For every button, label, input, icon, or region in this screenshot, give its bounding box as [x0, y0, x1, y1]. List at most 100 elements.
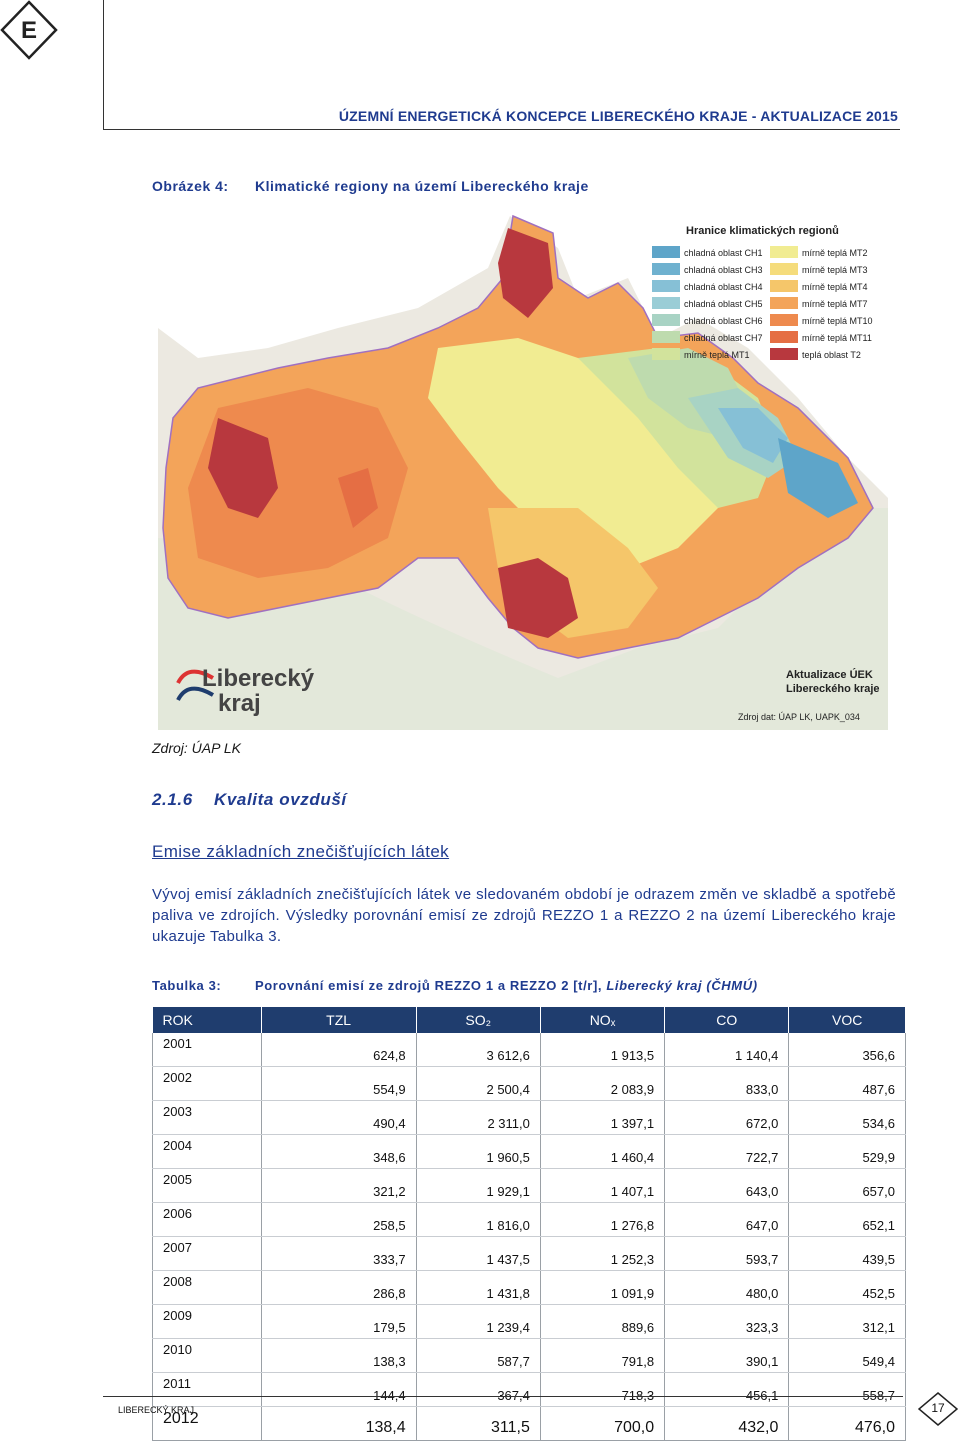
table-cell-value: 1 091,9 — [540, 1270, 666, 1305]
table-column-header: NOₓ — [540, 1007, 666, 1033]
section-heading: 2.1.6 Kvalita ovzduší — [152, 790, 347, 810]
header-title: ÚZEMNÍ ENERGETICKÁ KONCEPCE LIBERECKÉHO … — [338, 108, 898, 124]
map-update-line1: Aktualizace ÚEK — [786, 668, 873, 681]
table-cell-value: 1 929,1 — [416, 1168, 541, 1203]
subheading: Emise základních znečišťujících látek — [152, 842, 450, 861]
table-cell-value: 456,1 — [664, 1372, 790, 1407]
map-legend-swatch — [652, 280, 680, 292]
map-legend-swatch — [770, 263, 798, 275]
page-number-diamond-icon — [917, 1392, 959, 1426]
header-rule — [103, 129, 900, 130]
table-cell-value: 179,5 — [261, 1304, 417, 1339]
map-legend-swatch — [652, 314, 680, 326]
table-column-header: TZL — [261, 1007, 417, 1033]
map-legend-item: mírně teplá MT7 — [770, 297, 868, 309]
table-cell-year: 2009 — [152, 1304, 262, 1339]
table-cell-value: 312,1 — [788, 1304, 906, 1339]
table-cell-value: 624,8 — [261, 1033, 417, 1067]
table-cell-year: 2010 — [152, 1338, 262, 1373]
table-cell-year: 2004 — [152, 1134, 262, 1169]
table-row: 2009 179,5 1 239,4 889,6 323,3 312,1 — [152, 1304, 906, 1339]
table-cell-value: 791,8 — [540, 1338, 666, 1373]
table-cell-value: 2 311,0 — [416, 1100, 541, 1135]
table-cell-value: 144,4 — [261, 1372, 417, 1407]
table-label: Tabulka 3: — [152, 978, 222, 993]
table-caption: Tabulka 3: Porovnání emisí ze zdrojů REZZ… — [152, 978, 758, 993]
figure-title: Klimatické regiony na území Libereckého … — [255, 178, 589, 194]
map-legend-item: mírně teplá MT2 — [770, 246, 868, 258]
table-row: 2004 348,6 1 960,5 1 460,4 722,7 529,9 — [152, 1134, 906, 1169]
table-cell-value: 718,3 — [540, 1372, 666, 1407]
map-legend-swatch — [770, 246, 798, 258]
table-cell-value: 554,9 — [261, 1066, 417, 1101]
map-data-source: Zdroj dat: ÚAP LK, UAPK_034 — [738, 712, 860, 722]
table-row: 2008 286,8 1 431,8 1 091,9 480,0 452,5 — [152, 1270, 906, 1305]
table-caption-main: Porovnání emisí ze zdrojů REZZO 1 a REZZ… — [255, 978, 607, 993]
table-cell-year: 2011 — [152, 1372, 262, 1407]
table-header-row: ROK TZL SO₂ NOₓ CO VOC — [152, 1007, 906, 1033]
map-update-line2: Libereckého kraje — [786, 683, 880, 695]
map-legend-label: mírně teplá MT2 — [802, 248, 868, 258]
section-number: 2.1.6 — [152, 790, 193, 809]
map-legend-item: chladná oblast CH6 — [652, 314, 763, 326]
table-cell-value: 672,0 — [664, 1100, 790, 1135]
table-cell-year: 2002 — [152, 1066, 262, 1101]
table-cell-value: 348,6 — [261, 1134, 417, 1169]
map-legend-label: mírně teplá MT10 — [802, 316, 873, 326]
footer-label: LIBERECKÝ KRAJ — [118, 1405, 195, 1415]
map-legend-item: mírně teplá MT11 — [770, 331, 872, 343]
table-cell-value: 476,0 — [788, 1406, 906, 1441]
map-legend-item: chladná oblast CH1 — [652, 246, 763, 258]
table-cell-value: 549,4 — [788, 1338, 906, 1373]
table-cell-year: 2003 — [152, 1100, 262, 1135]
table-cell-value: 323,3 — [664, 1304, 790, 1339]
body-paragraph: Vývoj emisí základních znečišťujících lá… — [152, 886, 896, 945]
table-cell-value: 452,5 — [788, 1270, 906, 1305]
table-cell-value: 1 140,4 — [664, 1033, 790, 1067]
map-legend-swatch — [652, 331, 680, 343]
table-cell-value: 432,0 — [664, 1406, 790, 1441]
table-row: 2003 490,4 2 311,0 1 397,1 672,0 534,6 — [152, 1100, 906, 1135]
climate-regions-map: Hranice klimatických regionů chladná obl… — [158, 208, 888, 730]
map-brand-line1: Liberecký — [202, 665, 315, 692]
map-legend-label: mírně teplá MT7 — [802, 299, 868, 309]
table-cell-value: 2 083,9 — [540, 1066, 666, 1101]
map-legend-item: mírně teplá MT10 — [770, 314, 873, 326]
table-cell-value: 1 431,8 — [416, 1270, 541, 1305]
table-cell-year: 2005 — [152, 1168, 262, 1203]
table-cell-value: 558,7 — [788, 1372, 906, 1407]
map-legend-label: mírně teplá MT4 — [802, 282, 868, 292]
map-legend-label: mírně teplá MT11 — [802, 333, 872, 343]
map-legend-item: chladná oblast CH7 — [652, 331, 763, 343]
map-legend-swatch — [770, 280, 798, 292]
table-cell-value: 487,6 — [788, 1066, 906, 1101]
table-cell-value: 356,6 — [788, 1033, 906, 1067]
map-legend-item: mírně teplá MT3 — [770, 263, 868, 275]
map-legend-item: chladná oblast CH3 — [652, 263, 763, 275]
table-cell-value: 587,7 — [416, 1338, 541, 1373]
table-row: 2007 333,7 1 437,5 1 252,3 593,7 439,5 — [152, 1236, 906, 1271]
table-cell-value: 1 816,0 — [416, 1202, 541, 1237]
table-column-header: SO₂ — [416, 1007, 541, 1033]
logo-letter: E — [21, 17, 37, 44]
map-legend-swatch — [652, 246, 680, 258]
table-cell-value: 722,7 — [664, 1134, 790, 1169]
table-cell-value: 1 252,3 — [540, 1236, 666, 1271]
header-vertical-line — [103, 0, 104, 130]
map-legend-label: teplá oblast T2 — [802, 350, 861, 360]
table-column-header: CO — [664, 1007, 790, 1033]
table-cell-value: 311,5 — [416, 1406, 541, 1441]
table-cell-value: 700,0 — [540, 1406, 666, 1441]
table-cell-value: 1 913,5 — [540, 1033, 666, 1067]
table-cell-value: 138,3 — [261, 1338, 417, 1373]
table-cell-value: 321,2 — [261, 1168, 417, 1203]
section-title: Kvalita ovzduší — [214, 790, 347, 809]
table-row: 2012 138,4 311,5 700,0 432,0 476,0 — [152, 1406, 906, 1441]
table-cell-value: 889,6 — [540, 1304, 666, 1339]
table-row: 2011 144,4 367,4 718,3 456,1 558,7 — [152, 1372, 906, 1407]
map-legend-swatch — [770, 314, 798, 326]
table-cell-value: 2 500,4 — [416, 1066, 541, 1101]
table-caption-italic: Liberecký kraj (ČHMÚ) — [606, 978, 758, 993]
figure-label: Obrázek 4: — [152, 178, 229, 194]
map-legend-swatch — [652, 297, 680, 309]
